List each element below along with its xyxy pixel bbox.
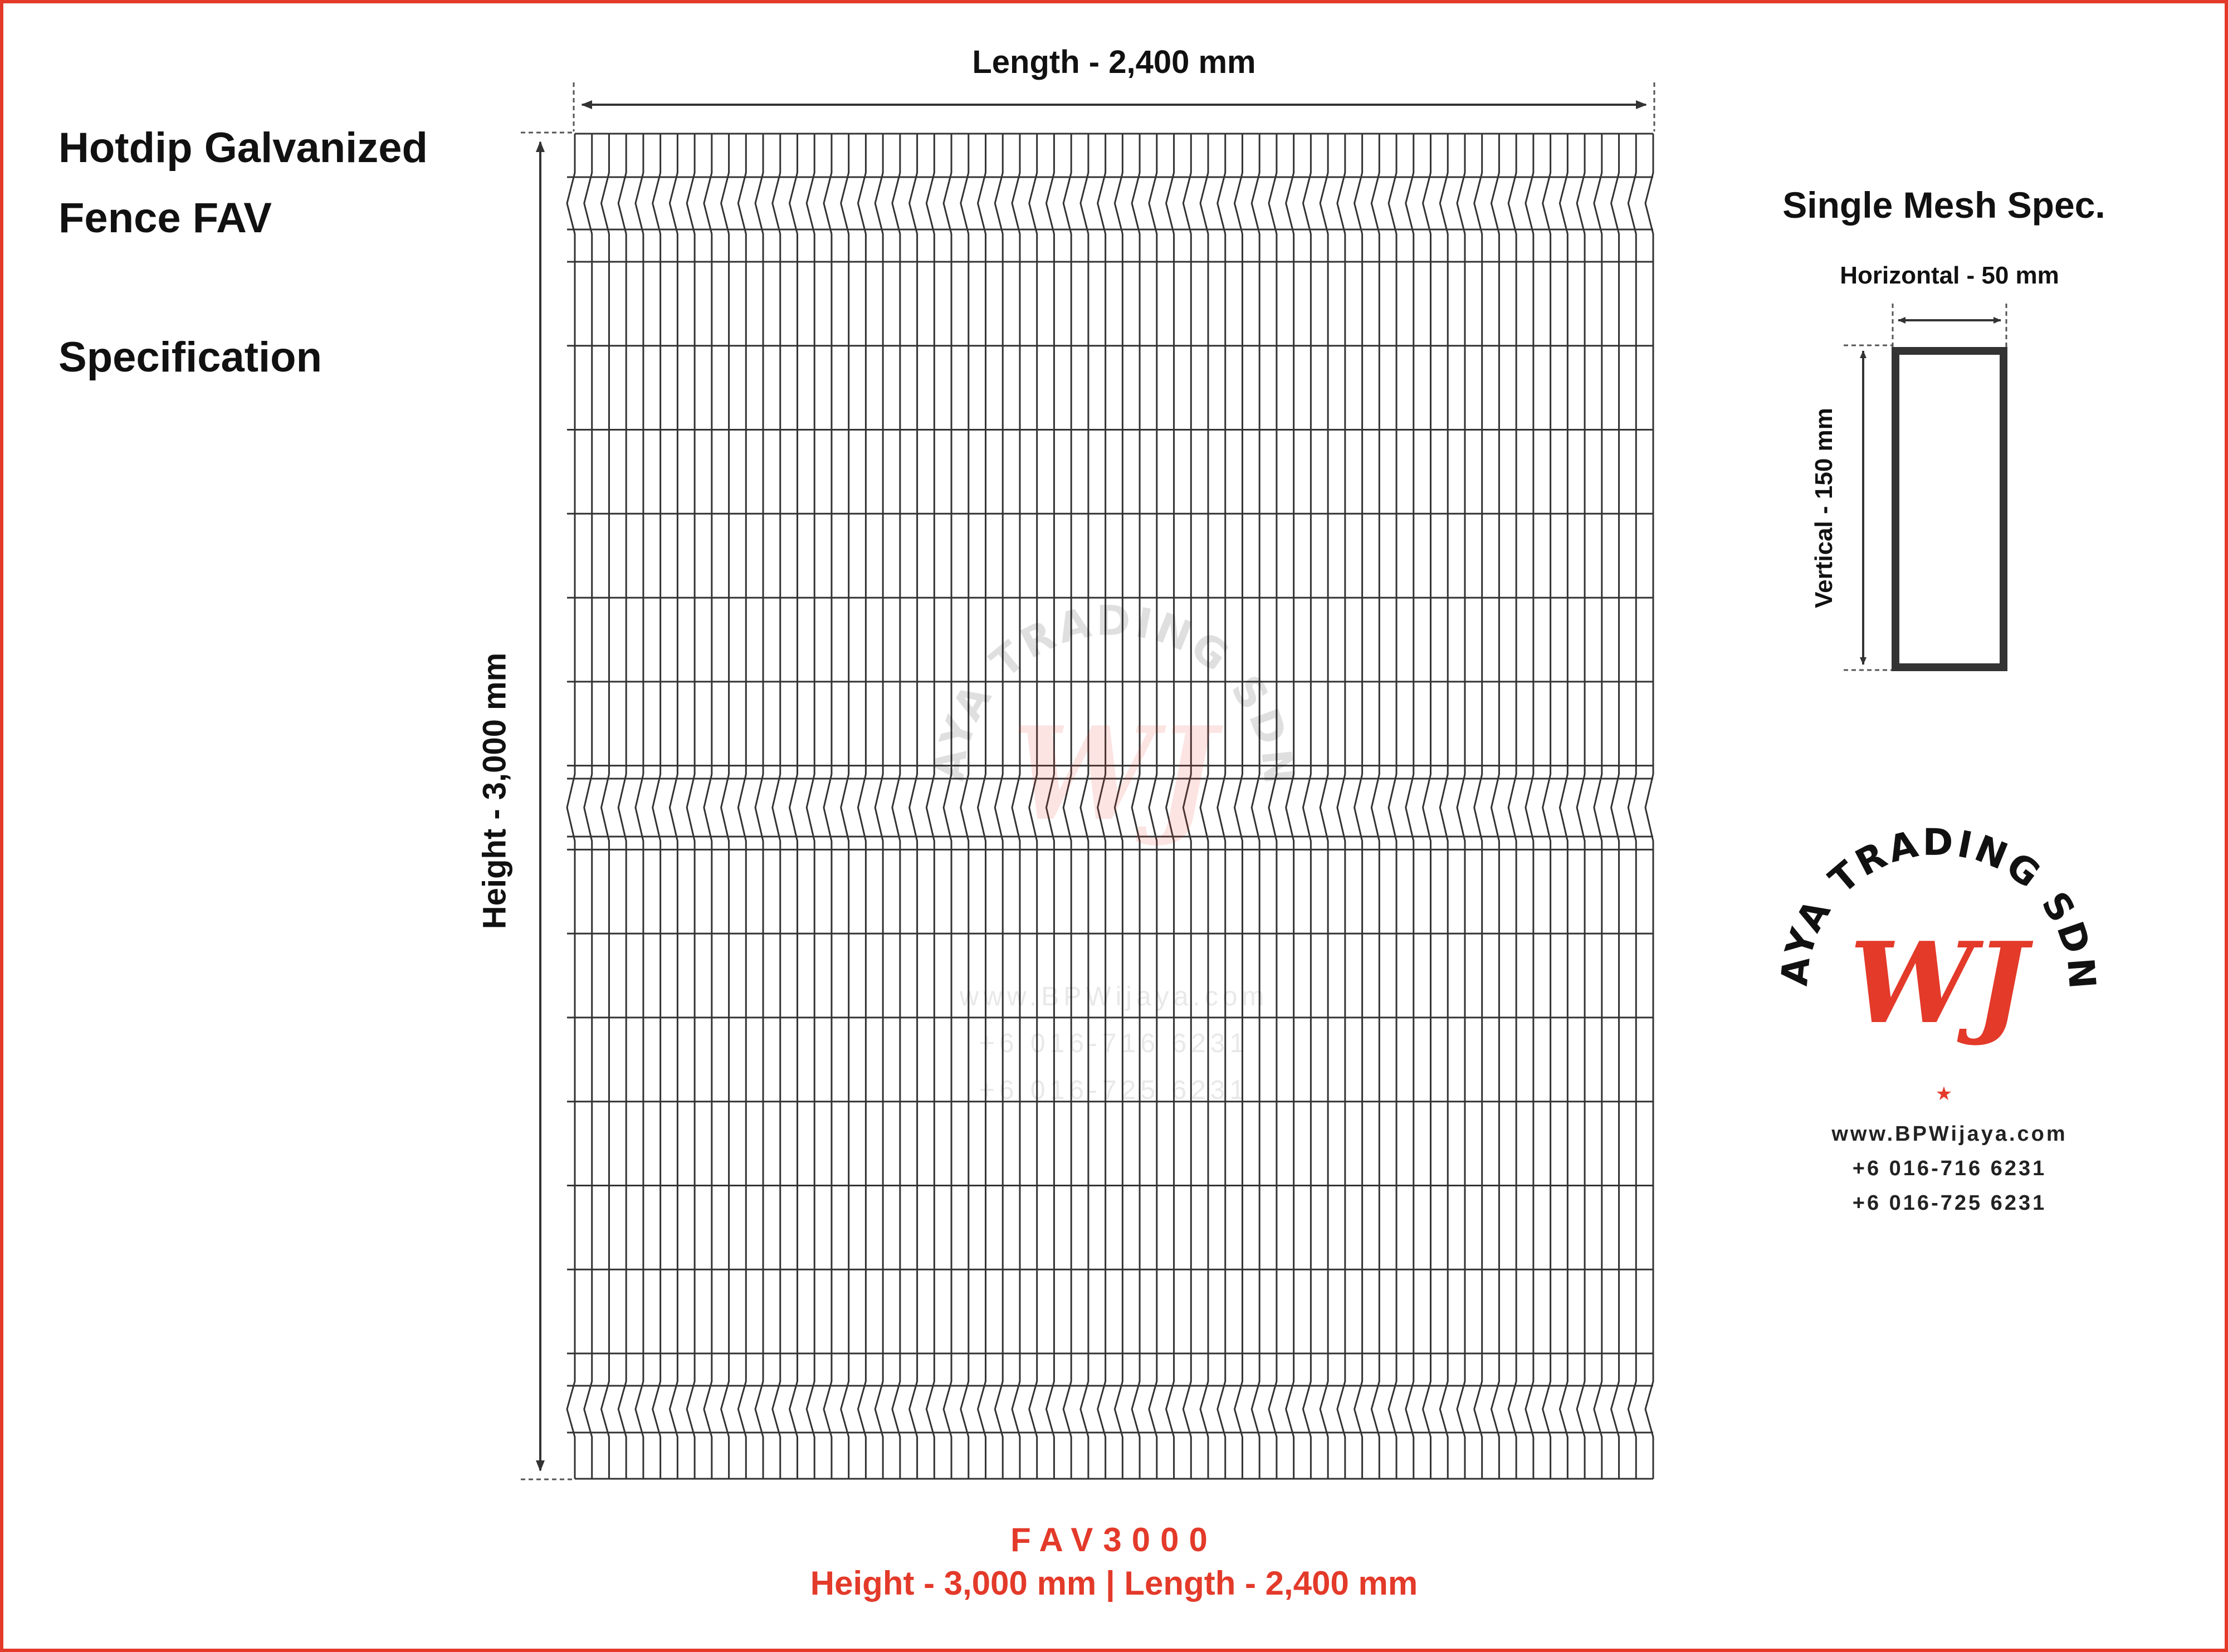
height-label: Height - 3,000 mm (476, 652, 513, 930)
logo-monogram: WJ (1849, 918, 2034, 1049)
vertical-wire (686, 134, 696, 1479)
vertical-wire (1490, 134, 1500, 1479)
vertical-wire (1525, 134, 1535, 1479)
vertical-wire (1627, 134, 1637, 1479)
mesh-vertical-label: Vertical - 150 mm (1810, 408, 1838, 608)
vertical-wire (1113, 134, 1123, 1479)
vertical-wire (1473, 134, 1483, 1479)
vertical-wire (1045, 134, 1055, 1479)
vertical-wire (1079, 134, 1089, 1479)
vertical-wire (1558, 134, 1569, 1479)
model-code: FAV3000 (1010, 1521, 1218, 1558)
vertical-wire (1610, 134, 1620, 1479)
vertical-wire (1421, 134, 1432, 1479)
vertical-wire (566, 134, 576, 1479)
vertical-wire (1387, 134, 1398, 1479)
vertical-wire (823, 134, 833, 1479)
vertical-wire (771, 134, 781, 1479)
vertical-wire (1199, 134, 1209, 1479)
heading-line-2: Fence FAV (58, 194, 272, 242)
website-text: www.BPWijaya.com (1831, 1122, 2068, 1146)
vertical-wire (1354, 134, 1364, 1479)
vertical-wire (634, 134, 644, 1479)
vertical-wire (652, 134, 662, 1479)
vertical-wire (925, 134, 935, 1479)
vertical-wire (754, 134, 764, 1479)
vertical-wire (1405, 134, 1415, 1479)
vertical-wire (942, 134, 952, 1479)
caption-dimensions: Height - 3,000 mm | Length - 2,400 mm (810, 1565, 1418, 1602)
vertical-wire (1097, 134, 1107, 1479)
vertical-wire (1233, 134, 1243, 1479)
mesh-cell (1892, 347, 2007, 671)
vertical-wire (720, 134, 730, 1479)
vertical-wire (857, 134, 867, 1479)
watermark-phone-2: +6 016-725 6231 (979, 1076, 1249, 1105)
vertical-wire (1542, 134, 1552, 1479)
vertical-wire (1576, 134, 1586, 1479)
vertical-wire (840, 134, 850, 1479)
vertical-wire (1456, 134, 1466, 1479)
heading-specification: Specification (58, 334, 322, 381)
phone-2-text: +6 016-725 6231 (1852, 1191, 2047, 1215)
vertical-wire (1593, 134, 1603, 1479)
vertical-wire (1319, 134, 1329, 1479)
vertical-wire (1011, 134, 1021, 1479)
length-label: Length - 2,400 mm (972, 44, 1256, 80)
vertical-wire (1439, 134, 1449, 1479)
vertical-wire (1148, 134, 1158, 1479)
vertical-wire (1285, 134, 1295, 1479)
vertical-wire (1131, 134, 1141, 1479)
vertical-wire (976, 134, 987, 1479)
vertical-wire (1216, 134, 1227, 1479)
vertical-wire (737, 134, 747, 1479)
svg-text:WJ: WJ (1012, 699, 1223, 849)
vertical-wire (617, 134, 627, 1479)
mesh-horizontal-label: Horizontal - 50 mm (1840, 262, 2059, 289)
vertical-wire (1250, 134, 1260, 1479)
vertical-wire (583, 134, 593, 1479)
watermark-logo: BP WIJAYA TRADING SDN. BHD. WJ (902, 574, 1300, 849)
vertical-wire (908, 134, 918, 1479)
vertical-wire (891, 134, 901, 1479)
height-dimension (521, 131, 574, 1480)
vertical-wire (805, 134, 815, 1479)
vertical-wire (1062, 134, 1072, 1479)
vertical-wire (703, 134, 713, 1479)
heading-line-1: Hotdip Galvanized (58, 124, 428, 172)
mesh-spec-title: Single Mesh Spec. (1782, 184, 2105, 226)
vertical-wire (1182, 134, 1192, 1479)
company-logo: BP WIJAYA TRADING SDN. BHD. WJ ★ (1766, 802, 2101, 1104)
star-icon: ★ (1936, 1083, 1952, 1104)
single-mesh-diagram (1844, 304, 2007, 671)
vertical-wire (1644, 134, 1654, 1479)
vertical-wire (874, 134, 884, 1479)
length-dimension (573, 82, 1655, 131)
vertical-wire (1302, 134, 1312, 1479)
vertical-wire (960, 134, 970, 1479)
fence-panel (566, 133, 1654, 1480)
phone-1-text: +6 016-716 6231 (1852, 1157, 2047, 1180)
vertical-wire (1507, 134, 1517, 1479)
vertical-wire (1028, 134, 1038, 1479)
vertical-wire (788, 134, 798, 1479)
vertical-wire (1268, 134, 1278, 1479)
vertical-wire (1165, 134, 1175, 1479)
vertical-wire (600, 134, 610, 1479)
watermark-website: www.BPWijaya.com (959, 982, 1269, 1011)
watermark-phone-1: +6 016-716 6231 (979, 1029, 1249, 1058)
vertical-wire (668, 134, 678, 1479)
vertical-wire (1370, 134, 1380, 1479)
vertical-wire (1336, 134, 1346, 1479)
vertical-wire (994, 134, 1004, 1479)
